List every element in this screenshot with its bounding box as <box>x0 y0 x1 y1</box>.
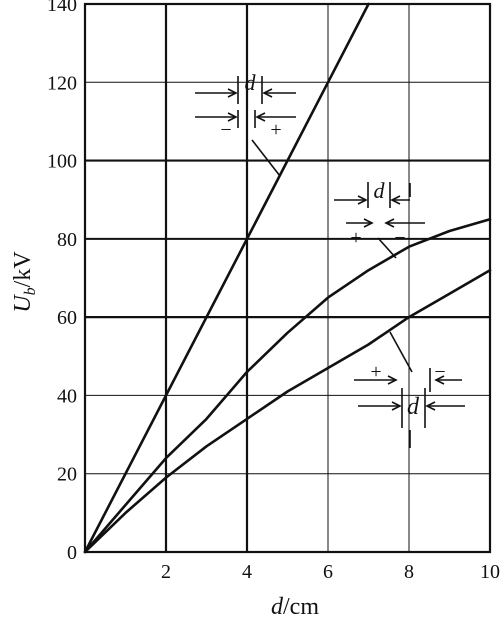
electrode-annotation-2 <box>334 182 425 259</box>
annotation-2-right-sign: − <box>394 227 405 249</box>
grid <box>85 4 490 552</box>
y-tick-label: 20 <box>57 464 77 486</box>
x-tick-label: 8 <box>404 561 414 583</box>
x-axis-var: d <box>271 594 284 620</box>
y-tick-label: 140 <box>47 0 77 16</box>
y-axis-label: Ub/kV <box>10 251 39 313</box>
y-axis-sub: b <box>22 287 39 295</box>
annotation-2-d: d <box>374 178 386 203</box>
plot-frame <box>83 2 492 554</box>
annotation-3-d: d <box>407 394 420 420</box>
series-line-3 <box>83 268 492 554</box>
x-axis-label: d/cm <box>271 594 319 620</box>
y-tick-label: 100 <box>47 151 77 173</box>
y-tick-label: 0 <box>67 542 77 564</box>
x-tick-label: 2 <box>161 561 171 583</box>
tick-labels: 0 20 40 60 80 100 120 140 2 4 6 8 10 <box>47 0 500 583</box>
y-tick-label: 80 <box>57 229 77 251</box>
y-axis-unit: /kV <box>10 251 36 288</box>
series-line-2 <box>83 218 492 554</box>
y-tick-label: 120 <box>47 72 77 94</box>
axes <box>83 2 492 554</box>
y-tick-label: 60 <box>57 307 77 329</box>
series-line-1 <box>83 2 370 554</box>
y-axis-var: U <box>10 294 36 313</box>
annotation-1-left-sign: − <box>220 119 231 141</box>
x-tick-label: 6 <box>323 561 333 583</box>
annotation-1-right-sign: + <box>270 119 281 141</box>
x-tick-label: 4 <box>242 561 252 583</box>
annotation-3-left-sign: + <box>370 361 381 383</box>
electrode-annotation-3 <box>354 331 465 448</box>
y-tick-label: 40 <box>57 385 77 407</box>
series-lines <box>83 2 492 554</box>
x-tick-label: 10 <box>480 561 500 583</box>
annotation-3-right-sign: − <box>434 361 445 383</box>
x-axis-unit: /cm <box>283 594 319 620</box>
annotation-1-d: d <box>245 70 257 95</box>
electrode-annotation-1 <box>195 76 296 177</box>
annotation-2-left-sign: + <box>350 227 361 249</box>
